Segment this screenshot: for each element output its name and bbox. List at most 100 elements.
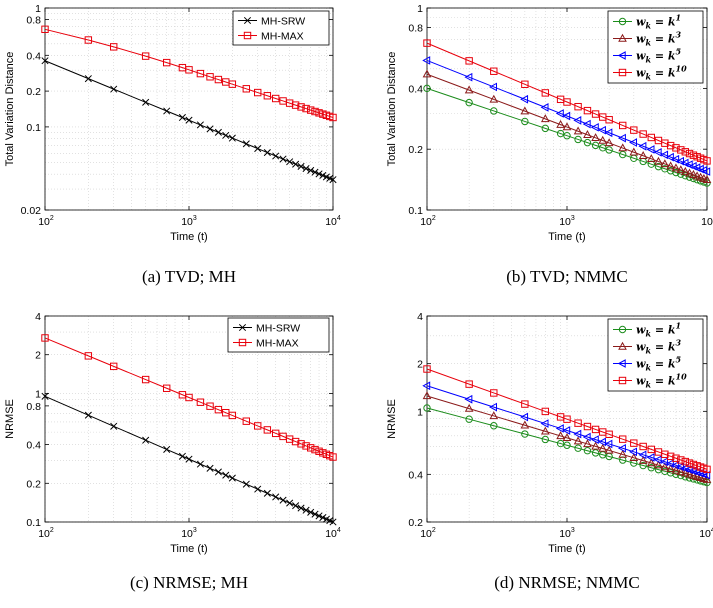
x-tick-label: 102 bbox=[38, 527, 54, 540]
data-point bbox=[423, 84, 431, 93]
data-point bbox=[489, 402, 497, 412]
data-point bbox=[315, 447, 323, 455]
legend-marker bbox=[618, 341, 627, 350]
data-point bbox=[110, 43, 118, 51]
data-point bbox=[604, 138, 614, 147]
data-point bbox=[702, 470, 711, 480]
data-point bbox=[638, 141, 647, 151]
x-tick-label: 10 bbox=[701, 216, 713, 228]
data-point bbox=[521, 80, 529, 88]
panel-caption: (d) NRMSE; NMMC bbox=[494, 573, 639, 592]
data-point bbox=[563, 441, 571, 449]
data-point bbox=[597, 437, 606, 447]
data-point bbox=[297, 440, 305, 448]
y-tick-label: 0.8 bbox=[408, 23, 423, 35]
data-point bbox=[597, 125, 606, 135]
legend-marker bbox=[243, 16, 252, 25]
data-point bbox=[654, 460, 663, 469]
data-point bbox=[540, 426, 550, 435]
data-point bbox=[521, 430, 529, 438]
data-point bbox=[604, 128, 613, 138]
data-point bbox=[605, 146, 613, 154]
data-point bbox=[196, 460, 204, 468]
legend-marker bbox=[617, 51, 626, 60]
y-tick-label: 0.2 bbox=[408, 144, 423, 156]
legend-label: wk = k5 bbox=[636, 47, 682, 65]
y-tick-label: 4 bbox=[417, 311, 423, 323]
legend-box bbox=[607, 318, 704, 392]
data-point bbox=[562, 433, 572, 442]
data-point bbox=[605, 116, 613, 124]
data-point bbox=[665, 152, 674, 162]
data-point bbox=[617, 443, 626, 453]
y-axis-label: NRMSE bbox=[4, 399, 16, 439]
data-point bbox=[583, 439, 592, 448]
data-point bbox=[604, 445, 614, 454]
data-point bbox=[677, 456, 685, 464]
data-point bbox=[302, 506, 310, 514]
series-line bbox=[426, 368, 708, 470]
data-point bbox=[556, 119, 565, 128]
data-point bbox=[286, 158, 294, 166]
y-tick-label: 0.2 bbox=[408, 517, 423, 529]
data-point bbox=[110, 422, 118, 430]
data-point bbox=[185, 116, 193, 124]
data-point bbox=[583, 138, 592, 147]
data-point bbox=[110, 362, 118, 371]
data-point bbox=[490, 389, 498, 397]
data-point bbox=[671, 163, 681, 172]
data-point bbox=[302, 104, 310, 113]
data-point bbox=[329, 113, 337, 122]
data-point bbox=[422, 391, 432, 400]
series-w-k-k-10 bbox=[423, 39, 711, 165]
legend-marker bbox=[618, 17, 627, 26]
data-point bbox=[297, 504, 305, 512]
data-point bbox=[206, 73, 214, 81]
y-tick-label: 0.02 bbox=[21, 205, 42, 217]
data-point bbox=[692, 171, 702, 180]
y-tick-label: 2 bbox=[35, 350, 41, 362]
series-w-k-k-5 bbox=[422, 381, 711, 480]
data-point bbox=[422, 381, 431, 391]
data-point bbox=[555, 424, 564, 433]
data-point bbox=[196, 121, 204, 129]
chart-tvd-mh: 102 103 104 0.02 0.1 0.2 0.4 0.81 Time (t) Total … bbox=[4, 3, 341, 286]
x-tick-label: 103 bbox=[181, 527, 197, 540]
legend-label: wk = k1 bbox=[636, 13, 681, 31]
data-point bbox=[163, 107, 171, 115]
data-point bbox=[307, 166, 315, 174]
data-point bbox=[703, 157, 711, 165]
data-point bbox=[671, 460, 680, 470]
x-tick-label: 102 bbox=[420, 215, 436, 228]
data-point bbox=[629, 147, 639, 156]
data-point bbox=[676, 156, 685, 166]
series-mh-srw bbox=[41, 392, 337, 526]
data-point bbox=[185, 393, 193, 402]
legend-label: wk = k10 bbox=[636, 372, 687, 390]
x-tick-label: 103 bbox=[181, 215, 197, 228]
series-w-k-k-3 bbox=[422, 69, 712, 184]
x-tick-label: 104 bbox=[699, 527, 713, 540]
data-point bbox=[689, 470, 698, 479]
legend: MH-SRW MH-MAX bbox=[232, 10, 330, 46]
data-point bbox=[573, 126, 583, 135]
data-point bbox=[41, 334, 49, 342]
data-point bbox=[598, 135, 608, 144]
data-point bbox=[311, 168, 319, 176]
data-point bbox=[315, 512, 323, 520]
y-tick-label: 0.8 bbox=[26, 15, 41, 27]
x-tick-label: 103 bbox=[559, 215, 575, 228]
x-axis-label: Time (t) bbox=[548, 543, 585, 555]
data-point bbox=[279, 496, 287, 504]
data-point bbox=[573, 429, 582, 439]
data-point bbox=[680, 166, 690, 175]
data-point bbox=[110, 85, 118, 93]
data-point bbox=[291, 437, 300, 446]
legend-marker bbox=[618, 68, 627, 77]
data-point bbox=[541, 435, 550, 444]
series-w-k-k-5 bbox=[422, 56, 711, 176]
data-point bbox=[242, 480, 250, 488]
data-point bbox=[254, 88, 262, 97]
series-w-k-k-1 bbox=[423, 404, 711, 487]
data-point bbox=[489, 82, 497, 92]
